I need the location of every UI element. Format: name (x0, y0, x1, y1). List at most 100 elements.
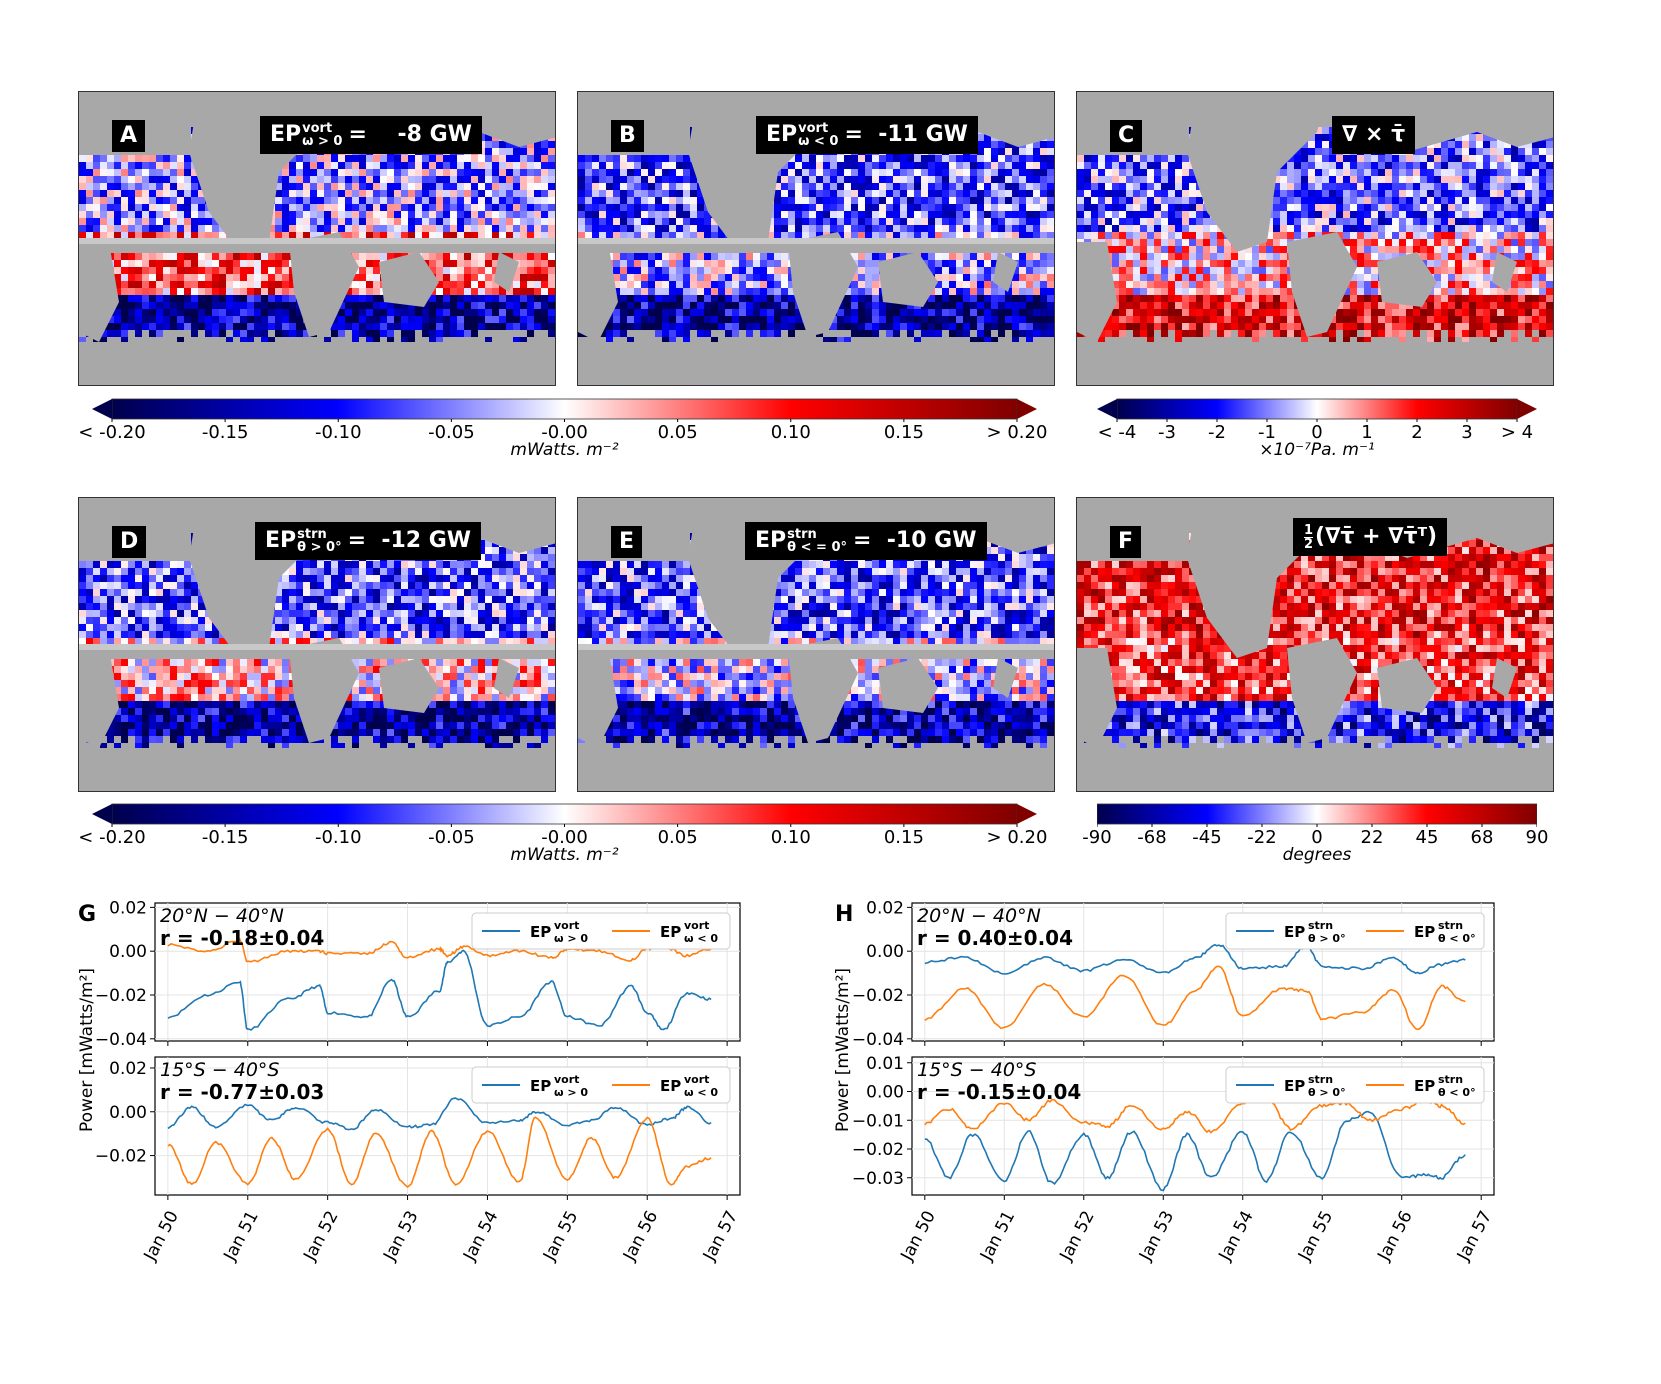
legend-label-sup: vort (554, 919, 579, 932)
legend-label: EP (660, 923, 681, 941)
colorbar-tick-label: 68 (1470, 827, 1494, 848)
time-series-panel-g-top: 0.02 0.00 −0.02 −0.04 20°N − 40°Nr = -0.18±0… (95, 898, 741, 1050)
map-panel-b: B EP vort ω < 0 = -11 GW (577, 91, 1055, 386)
colorbar-tick-label: -0.00 (541, 422, 588, 443)
time-series-panel-g-bottom: 0.02 0.00 −0.02 15°S − 40°Sr = -0.77±0.03 EP… (95, 1056, 742, 1265)
colorbar-tick-label: > 4 (1500, 422, 1534, 443)
colorbar-extend-max (1517, 399, 1537, 419)
region-label: 20°N − 40°N (917, 905, 1041, 927)
equator-mask (578, 238, 1054, 244)
colorbar-tick-label: 0.05 (657, 827, 698, 848)
colorbar-tick-label: < -4 (1097, 422, 1137, 443)
equator-mask (79, 238, 555, 244)
curl-label-c: ∇ × τ̄ (1332, 116, 1416, 154)
legend-box (1225, 912, 1485, 950)
region-label: 20°N − 40°N (160, 905, 284, 927)
ep-superscript: strn (297, 527, 327, 542)
colorbar-extend-min (1097, 399, 1117, 419)
colorbar-tick-label: 0.05 (657, 422, 698, 443)
legend-label-sup: vort (684, 919, 709, 932)
y-tick-label: −0.02 (95, 1147, 147, 1167)
ep-text: EP (755, 528, 787, 553)
legend-label-sub: θ < 0° (1438, 932, 1476, 945)
ep-value: -8 GW (397, 122, 472, 147)
y-tick-label: 0.00 (866, 1083, 904, 1103)
ep-superscript: vort (302, 121, 333, 136)
series-line-negative (167, 1116, 712, 1189)
legend-label: EP (660, 1077, 681, 1095)
legend-label-sub: ω > 0 (554, 1086, 588, 1099)
colorbar-tick-label: -90 (1082, 827, 1112, 848)
x-tick-label: Jan 52 (1056, 1208, 1099, 1265)
map-field-a (79, 92, 555, 385)
region-label: 15°S − 40°S (160, 1059, 279, 1081)
y-axis-label: Power [mWatts/m²] (833, 968, 853, 1132)
x-tick-label: Jan 50 (897, 1208, 940, 1265)
legend-label: EP (1284, 1077, 1305, 1095)
correlation-label: r = -0.15±0.04 (917, 1080, 1081, 1104)
energy-power-label-b: EP vort ω < 0 = -11 GW (756, 116, 978, 154)
legend-box (1225, 1066, 1485, 1104)
colorbar-tick-label: > 0.20 (986, 422, 1048, 443)
colorbar-tick-label: 0.10 (770, 422, 811, 443)
x-tick-label: Jan 57 (1453, 1208, 1496, 1265)
equals-sign: = (844, 122, 863, 147)
colorbar-ep-top: < -0.20 -0.15 -0.10 -0.05 -0.00 0.05 0.10 0.15 >… (78, 398, 1047, 460)
ep-text: EP (265, 528, 297, 553)
y-tick-label: 0.02 (109, 1059, 147, 1079)
legend-label-sup: strn (1438, 919, 1463, 932)
series-line-negative (924, 965, 1466, 1031)
colorbar-tick-label: -0.15 (201, 422, 249, 443)
fraction-denominator: 2 (1304, 536, 1314, 552)
y-tick-label: 0.00 (109, 942, 147, 962)
y-tick-label: −0.03 (852, 1169, 904, 1189)
colorbar-extend-min (92, 399, 112, 419)
legend-box (471, 1066, 731, 1104)
panel-label-b: B (611, 120, 644, 152)
x-tick-label: Jan 56 (619, 1208, 662, 1265)
map-panel-e: E EP strn θ < = 0° = -10 GW (577, 497, 1055, 792)
correlation-label: r = -0.77±0.03 (160, 1080, 324, 1104)
series-line-positive (924, 943, 1466, 975)
y-tick-label: 0.00 (866, 942, 904, 962)
panel-label-f: F (1110, 526, 1142, 558)
y-tick-label: 0.02 (866, 898, 904, 918)
panel-label-d: D (112, 526, 147, 558)
correlation-label: r = -0.18±0.04 (160, 926, 324, 950)
legend-label-sub: ω > 0 (554, 932, 588, 945)
colorbar-tick-label: 0.15 (883, 827, 924, 848)
colorbar-tick-label: -0.05 (428, 422, 475, 443)
x-tick-label: Jan 53 (379, 1208, 422, 1265)
legend-label: EP (1414, 1077, 1435, 1095)
y-tick-label: 0.00 (109, 1103, 147, 1123)
x-tick-label: Jan 52 (300, 1208, 343, 1265)
map-panel-c: C ∇ × τ̄ (1076, 91, 1554, 386)
colorbar-units-label: degrees (1282, 845, 1352, 865)
map-panel-a: A EP vort ω > 0 = -8 GW (78, 91, 556, 386)
x-tick-label: Jan 50 (140, 1208, 183, 1265)
energy-power-label-a: EP vort ω > 0 = -8 GW (260, 116, 482, 154)
ep-subscript: ω < 0 (798, 134, 839, 149)
legend-label: EP (530, 923, 551, 941)
colorbar-tick-label: < -0.20 (78, 422, 146, 443)
legend-label-sub: ω < 0 (684, 932, 718, 945)
panel-label-g: G (78, 902, 97, 927)
panel-label-e: E (611, 526, 643, 558)
legend-label-sub: θ > 0° (1308, 1086, 1346, 1099)
colorbar-tick-label: > 0.20 (986, 827, 1048, 848)
legend-label-sup: strn (1308, 1073, 1333, 1086)
legend-label-sub: θ > 0° (1308, 932, 1346, 945)
legend-label-sup: vort (554, 1073, 579, 1086)
panel-label-c: C (1110, 120, 1143, 152)
panel-label-h: H (835, 902, 854, 927)
series-line-negative (924, 1095, 1466, 1134)
ep-text: EP (766, 122, 798, 147)
colorbar-tick-label: -0.10 (314, 422, 362, 443)
ep-value: -10 GW (886, 528, 977, 553)
colorbar-tick-label: -22 (1247, 827, 1277, 848)
series-line-negative (167, 937, 712, 963)
map-panel-d: D EP strn θ > 0° = -12 GW (78, 497, 556, 792)
colorbar-tick-label: 0 (1311, 422, 1323, 443)
correlation-label: r = 0.40±0.04 (917, 926, 1073, 950)
ep-subscript: ω > 0 (302, 134, 343, 149)
